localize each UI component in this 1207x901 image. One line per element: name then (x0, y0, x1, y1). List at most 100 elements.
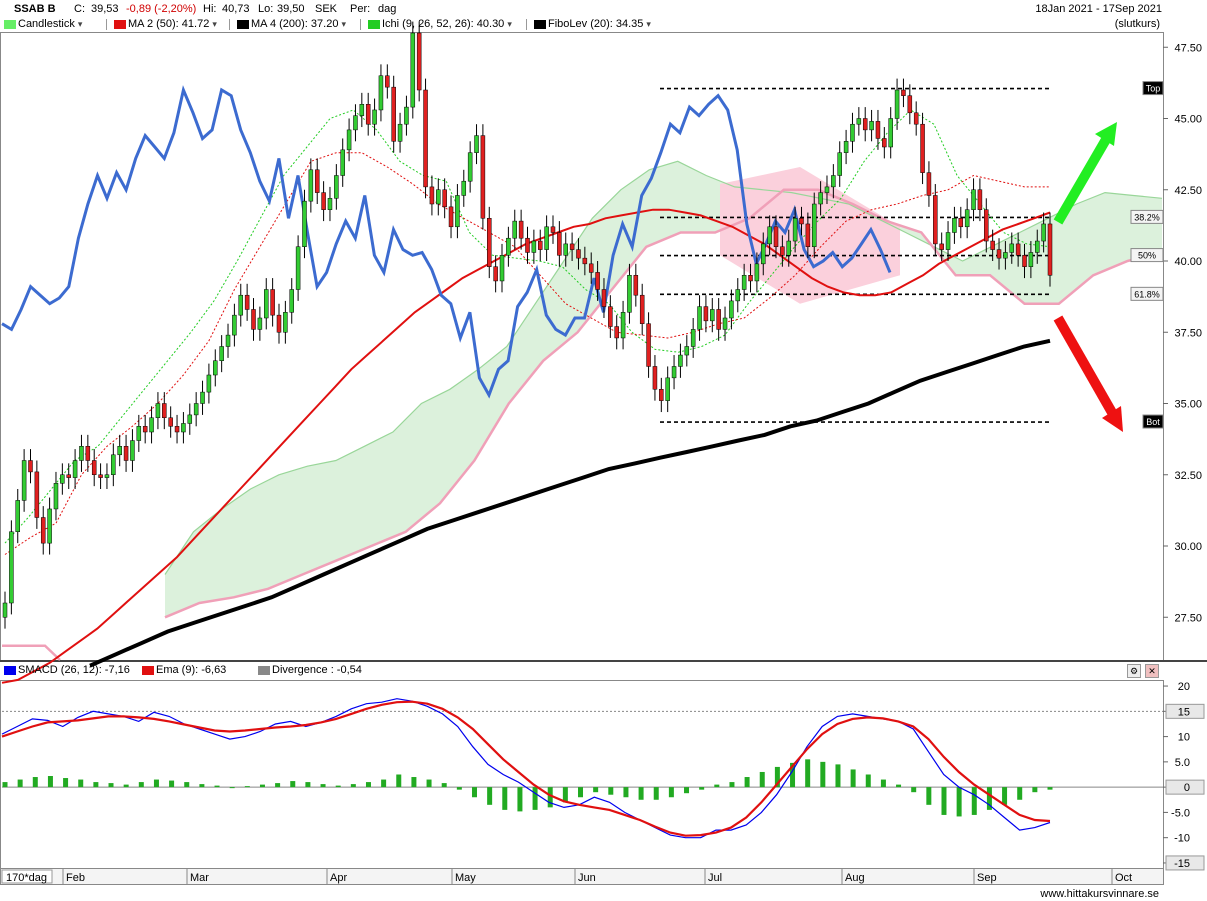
candle-body (697, 306, 702, 330)
legend-smacd[interactable]: SMACD (26, 12): -7,16 (2, 664, 130, 677)
candle-body (91, 460, 97, 475)
candle-body (563, 243, 568, 256)
divergence-bar (638, 787, 644, 800)
legend-divergence[interactable]: Divergence : -0,54 (256, 664, 362, 677)
candle-body (162, 403, 167, 418)
up-arrow-head (1095, 122, 1117, 146)
month-label: Oct (1115, 872, 1132, 884)
candle-body (729, 300, 734, 319)
candle-body (926, 172, 932, 196)
ema-line (1, 700, 1051, 837)
candle-body (977, 189, 983, 210)
legend-divider (360, 19, 361, 30)
candle-body (659, 389, 664, 401)
chevron-down-icon[interactable]: ▾ (507, 19, 512, 29)
chevron-down-icon[interactable]: ▾ (212, 19, 217, 29)
chevron-down-icon[interactable]: ▾ (646, 19, 651, 29)
divergence-bar (471, 787, 477, 798)
candle-body (882, 138, 887, 148)
y-tick-label: 47.50 (1174, 42, 1202, 54)
candle-body (958, 218, 964, 228)
fibo-label: Top (1146, 84, 1161, 94)
candle-body (862, 118, 868, 131)
candle-body (353, 115, 358, 131)
candle-body (168, 417, 173, 427)
legend-candlestick[interactable]: Candlestick ▾ (2, 18, 82, 31)
close-icon[interactable]: ✕ (1145, 664, 1159, 678)
divergence-bar (1017, 787, 1023, 800)
candle-body (1041, 223, 1046, 242)
candle-body (671, 366, 677, 379)
fibo-label-box (1142, 81, 1164, 96)
divergence-bar (684, 787, 690, 794)
period-label: Per: (350, 3, 371, 15)
divergence-bar (93, 782, 99, 788)
divergence-bar (578, 787, 584, 798)
divergence-bar (759, 771, 765, 788)
candle-body (251, 309, 256, 330)
period-box (1, 869, 53, 884)
close-label: C: (74, 3, 85, 15)
candle-body (257, 317, 263, 330)
divergence-bar (456, 787, 462, 790)
legend-ema[interactable]: Ema (9): -6,63 (140, 664, 226, 677)
up-arrow-shaft (1053, 133, 1113, 225)
divergence-bar (850, 769, 856, 788)
legend-fibolev[interactable]: FiboLev (20): 34.35 ▾ (532, 18, 651, 31)
candle-body (174, 426, 180, 433)
settings-icon[interactable]: ⚙ (1127, 664, 1141, 678)
divergence-bar (623, 787, 629, 798)
candle-body (104, 474, 110, 478)
candle-body (901, 89, 906, 96)
y-tick-label: 40.00 (1174, 256, 1202, 268)
divergence-bar (184, 782, 190, 788)
candle-body (385, 75, 390, 88)
legend-ma200[interactable]: MA 4 (200): 37.20 ▾ (235, 18, 346, 31)
y-tick-label: -15 (1174, 858, 1190, 870)
candle-body (461, 180, 467, 196)
legend-divider (526, 19, 527, 30)
candle-body (117, 446, 122, 456)
fibolev-swatch (534, 20, 546, 29)
divergence-bar (108, 783, 114, 788)
y-tick-label: 45.00 (1174, 114, 1202, 126)
candle-body (856, 118, 862, 125)
divergence-bar (608, 787, 614, 795)
chevron-down-icon[interactable]: ▾ (77, 19, 83, 29)
divergence-bar (259, 784, 265, 788)
divergence-bar (896, 784, 902, 788)
candle-body (920, 123, 925, 173)
candle-body (703, 306, 709, 322)
candle-body (308, 169, 314, 202)
candle-body (716, 309, 721, 330)
y-tick-label: -5.0 (1171, 807, 1190, 819)
ma50-swatch (114, 20, 126, 29)
candle-body (614, 326, 619, 339)
macd-panel-frame (0, 680, 1164, 869)
candle-body (869, 121, 874, 131)
divergence-bar (653, 787, 659, 800)
divergence-bar (1047, 787, 1053, 790)
y-tick-label: 30.00 (1174, 541, 1202, 553)
candle-body (327, 198, 333, 210)
candle-body (945, 232, 951, 250)
y-tick-label: 35.00 (1174, 399, 1202, 411)
candle-body (786, 240, 791, 256)
chevron-down-icon[interactable]: ▾ (341, 19, 346, 29)
y-tick-box (1165, 855, 1205, 871)
ichimoku-span-b-left (2, 644, 61, 661)
legend-label: FiboLev (20): 34.35 (548, 18, 644, 30)
ma200-swatch (237, 20, 249, 29)
candle-body (831, 175, 836, 188)
candle-body (365, 104, 371, 125)
candle-body (601, 289, 607, 307)
candle-body (314, 169, 320, 193)
candle-body (1009, 243, 1015, 253)
candle-body (837, 152, 842, 176)
divergence-bar (290, 781, 296, 788)
legend-ma50[interactable]: MA 2 (50): 41.72 ▾ (112, 18, 217, 31)
candle-body (193, 403, 199, 416)
candle-body (665, 377, 670, 401)
divergence-bar (774, 766, 780, 788)
